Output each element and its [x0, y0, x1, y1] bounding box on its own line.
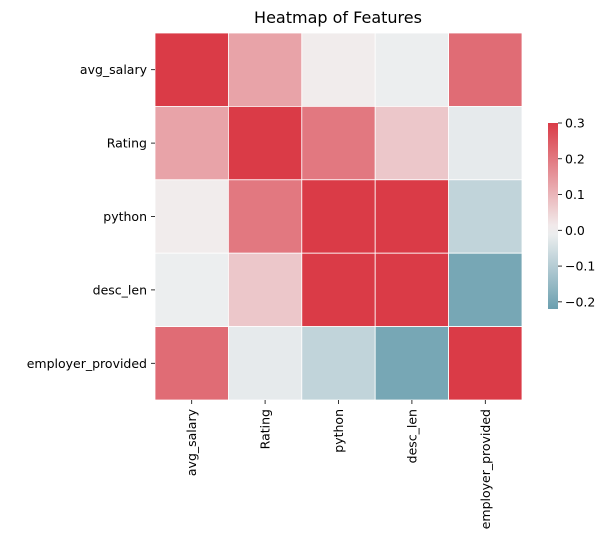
- colorbar-tick-label: 0.0: [565, 223, 585, 238]
- row-labels: avg_salary Rating python desc_len employer_p…: [27, 62, 155, 371]
- row-label: desc_len: [93, 282, 147, 297]
- heatmap-cells: [154, 32, 523, 401]
- heatmap-cell-desc_len-avg_salary: [154, 252, 229, 327]
- heatmap-cell-Rating-desc_len: [374, 106, 450, 181]
- colorbar-tick-label: −0.1: [565, 259, 595, 274]
- heatmap-cell-employer_provided-Rating: [227, 326, 303, 401]
- chart-title: Heatmap of Features: [254, 8, 422, 27]
- heatmap-cell-employer_provided-python: [301, 326, 376, 401]
- heatmap-cell-python-desc_len: [374, 179, 450, 254]
- heatmap-cell-avg_salary-python: [301, 32, 376, 107]
- heatmap-cell-Rating-avg_salary: [154, 106, 229, 181]
- colorbar-tick-label: 0.2: [565, 151, 585, 166]
- heatmap-cell-Rating-python: [301, 106, 376, 181]
- heatmap-cell-avg_salary-Rating: [227, 32, 303, 107]
- heatmap-cell-employer_provided-avg_salary: [154, 326, 229, 401]
- colorbar-gradient: [548, 123, 558, 309]
- heatmap-cell-avg_salary-employer_provided: [448, 32, 523, 107]
- colorbar-tick-label: −0.2: [565, 294, 595, 309]
- heatmap-cell-avg_salary-desc_len: [374, 32, 450, 107]
- heatmap-cell-desc_len-employer_provided: [448, 252, 523, 327]
- heatmap-cell-python-employer_provided: [448, 179, 523, 254]
- heatmap-cell-employer_provided-employer_provided: [448, 326, 523, 401]
- column-label: desc_len: [404, 409, 419, 463]
- heatmap-cell-Rating-employer_provided: [448, 106, 523, 181]
- colorbar: 0.3 0.2 0.1 0.0 −0.1 −0.2: [548, 116, 595, 309]
- heatmap-cell-avg_salary-avg_salary: [154, 32, 229, 107]
- heatmap-cell-employer_provided-desc_len: [374, 326, 450, 401]
- row-label: python: [103, 209, 147, 224]
- column-label: Rating: [258, 409, 273, 449]
- row-label: avg_salary: [80, 62, 148, 77]
- heatmap-cell-desc_len-Rating: [227, 252, 303, 327]
- column-labels: avg_salary Rating python desc_len employer_p…: [184, 400, 493, 529]
- heatmap-cell-python-python: [301, 179, 376, 254]
- column-label: avg_salary: [184, 408, 199, 476]
- colorbar-tick-label: 0.1: [565, 187, 585, 202]
- heatmap-cell-desc_len-python: [301, 252, 376, 327]
- row-label: employer_provided: [27, 356, 147, 371]
- heatmap-cell-desc_len-desc_len: [374, 252, 450, 327]
- heatmap-cell-python-Rating: [227, 179, 303, 254]
- column-label: python: [331, 409, 346, 453]
- row-label: Rating: [107, 136, 147, 151]
- column-label: employer_provided: [478, 409, 493, 529]
- colorbar-tick-label: 0.3: [565, 116, 585, 131]
- heatmap-cell-Rating-Rating: [227, 106, 303, 181]
- heatmap-cell-python-avg_salary: [154, 179, 229, 254]
